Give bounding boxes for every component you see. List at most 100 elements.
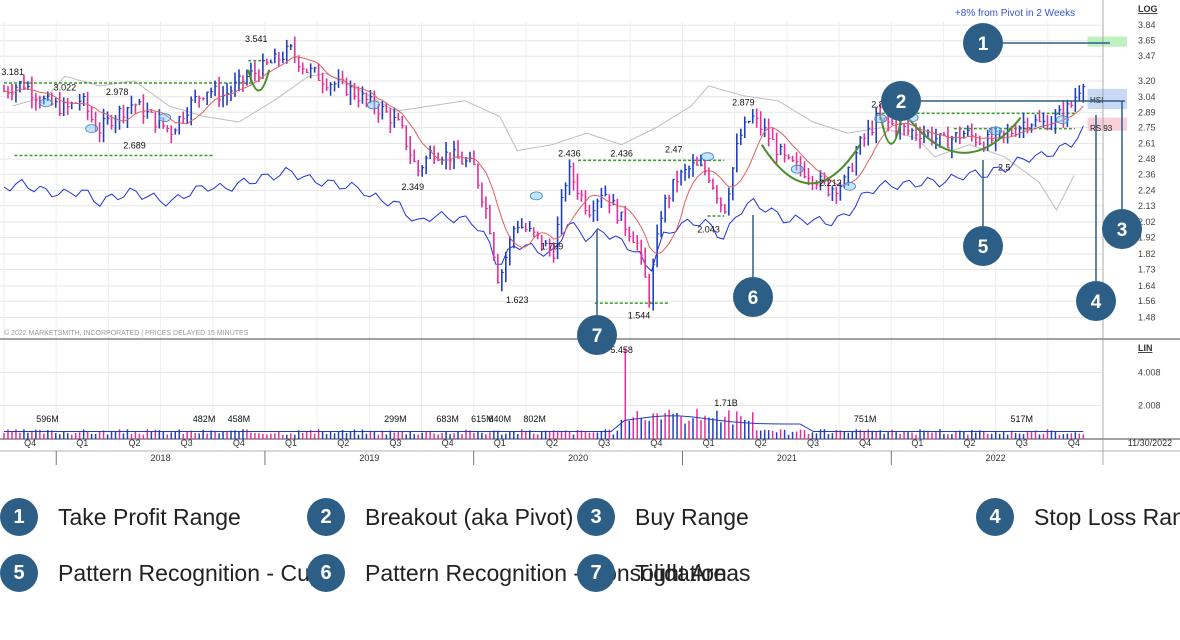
- price-scale-label: LOG: [1138, 4, 1158, 14]
- price-tick-label: 3.04: [1138, 92, 1156, 102]
- tight-area-oval: [158, 113, 172, 123]
- legend-label: Pattern Recognition - Consolidation: [365, 559, 727, 586]
- tight-area-oval: [367, 100, 380, 110]
- callout-badge: [1076, 281, 1116, 321]
- legend-label: Buy Range: [635, 503, 749, 530]
- price-annotation-label: 2.689: [123, 140, 146, 150]
- legend-item: 1 Take Profit Range: [0, 498, 241, 536]
- quarter-tick-label: Q3: [389, 438, 401, 448]
- copyright: © 2022 MARKETSMITH, INCORPORATED | PRICE…: [4, 329, 249, 337]
- ma-path: [3, 55, 1084, 255]
- quarter-tick-label: Q2: [964, 438, 976, 448]
- legend-badge: 7: [577, 554, 615, 592]
- tight-area-oval: [874, 114, 888, 124]
- price-annotation-label: 3.022: [54, 83, 77, 93]
- price-annotation-label: 2.436: [610, 149, 633, 159]
- legend-badge: 6: [307, 554, 345, 592]
- legend-label: Pattern Recognition - Cup: [58, 559, 323, 586]
- callout-badge: [881, 81, 921, 121]
- legend-item: 5 Pattern Recognition - Cup: [0, 554, 323, 592]
- legend-label: Take Profit Range: [58, 503, 241, 530]
- price-tick-label: 2.75: [1138, 122, 1156, 132]
- volume-annotation-label: 517M: [1010, 414, 1033, 424]
- price-annotation-label: 2.879: [732, 97, 755, 107]
- legend-item: 4 Stop Loss Range: [976, 498, 1180, 536]
- price-annotation-label: 2.436: [558, 149, 581, 159]
- price-tick-label: 3.65: [1138, 36, 1156, 46]
- quarter-tick-label: Q1: [285, 438, 297, 448]
- quarter-tick-label: Q4: [859, 438, 871, 448]
- cup-patterns: [39, 69, 1069, 201]
- axes: 3.84 3.65 3.47 3.20 3.04 2.89 2.75 2.61 2.48 2.36…: [0, 0, 1180, 465]
- chart-callouts: 1 2 3 4 5 6 7: [577, 23, 1142, 355]
- callout-badge: [1102, 209, 1142, 249]
- price-tick-label: 1.48: [1138, 312, 1156, 322]
- legend-item: 3 Buy Range: [577, 498, 749, 536]
- tight-area-oval: [1056, 115, 1069, 125]
- price-annotation-label: 1.799: [541, 242, 564, 252]
- callout-badge-number: 3: [1117, 220, 1128, 241]
- tight-area-oval: [701, 152, 714, 162]
- quarter-tick-label: Q1: [494, 438, 506, 448]
- callout-badge-number: 5: [978, 237, 989, 258]
- quarter-tick-label: Q2: [337, 438, 349, 448]
- price-annotation-label: 2.47: [665, 144, 683, 154]
- price-tick-label: 3.84: [1138, 20, 1156, 30]
- legend-label: Tight Areas: [635, 559, 751, 586]
- year-label: 2019: [359, 453, 379, 463]
- year-label: 2020: [568, 453, 588, 463]
- tight-area-oval: [39, 98, 53, 108]
- quarter-tick-label: Q2: [755, 438, 767, 448]
- callout-badge-number: 1: [978, 34, 989, 55]
- hsi-line: [12, 72, 1075, 212]
- volume-tick-label: 4.008: [1138, 367, 1161, 377]
- legend-label: Breakout (aka Pivot): [365, 503, 574, 530]
- legend-label: Stop Loss Range: [1034, 503, 1180, 530]
- price-annotation-label: 2.349: [402, 182, 425, 192]
- cup-pattern: [247, 69, 271, 92]
- price-annotation-label: 2.978: [106, 87, 129, 97]
- volume-annotation-label: 482M: [193, 414, 216, 424]
- legend-badge: 4: [976, 498, 1014, 536]
- price-bars: [3, 36, 1086, 311]
- volume-annotation-label: 640M: [489, 414, 512, 424]
- quarter-tick-label: Q3: [598, 438, 610, 448]
- tight-area-oval: [790, 164, 804, 174]
- volume-annotation-label: 802M: [523, 414, 546, 424]
- price-annotation-label: 1.544: [628, 310, 651, 320]
- callout-badge-number: 2: [896, 92, 907, 113]
- hsi-index-line: [12, 72, 1075, 212]
- price-tick-label: 2.24: [1138, 185, 1156, 195]
- stop-loss-zone: [1087, 117, 1127, 131]
- price-tick-label: 1.56: [1138, 296, 1156, 306]
- price-annotation-label: 3.181: [1, 67, 24, 77]
- volume-annotation-label: 458M: [228, 414, 251, 424]
- header-note: +8% from Pivot in 2 Weeks: [955, 8, 1075, 19]
- quarter-tick-label: Q4: [24, 438, 36, 448]
- volume-annotation-label: 299M: [384, 414, 407, 424]
- quarter-tick-label: Q3: [1016, 438, 1028, 448]
- price-tick-label: 1.92: [1138, 233, 1156, 243]
- callout-badge-number: 7: [592, 326, 603, 347]
- price-tick-label: 1.73: [1138, 264, 1156, 274]
- volume-annotation-label: 596M: [36, 414, 59, 424]
- tight-area-oval: [843, 181, 856, 191]
- year-label: 2022: [986, 453, 1006, 463]
- quarter-tick-label: Q4: [650, 438, 662, 448]
- quarter-tick-label: Q2: [546, 438, 558, 448]
- legend-item: 6 Pattern Recognition - Consolidation: [307, 554, 727, 592]
- price-tick-label: 1.64: [1138, 281, 1156, 291]
- relative-strength-line: [3, 125, 1084, 272]
- callout-badge: [963, 226, 1003, 266]
- volume-annotation-label: 751M: [854, 414, 877, 424]
- buy-zone: [1087, 88, 1127, 110]
- moving-average-line: [3, 55, 1084, 255]
- price-tick-label: 2.13: [1138, 201, 1156, 211]
- price-tick-label: 3.47: [1138, 51, 1156, 61]
- take-profit-zone: [1087, 36, 1127, 47]
- date-label: 11/30/2022: [1128, 438, 1172, 448]
